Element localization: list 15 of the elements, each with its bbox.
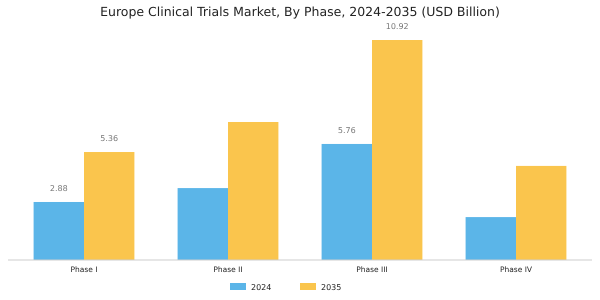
bar bbox=[34, 202, 84, 260]
bar bbox=[84, 152, 134, 260]
legend-label: 2035 bbox=[321, 283, 342, 292]
legend-label: 2024 bbox=[251, 283, 272, 292]
bar bbox=[466, 217, 516, 260]
bar bbox=[372, 40, 422, 260]
bar bbox=[516, 166, 566, 260]
data-label: 5.76 bbox=[338, 126, 356, 135]
data-label: 10.92 bbox=[386, 22, 409, 31]
chart-title: Europe Clinical Trials Market, By Phase, 2024-2035 (USD Billion) bbox=[100, 4, 500, 19]
data-label: 5.36 bbox=[100, 134, 118, 144]
bar bbox=[322, 144, 372, 260]
bar bbox=[178, 188, 228, 260]
bar bbox=[228, 122, 278, 260]
data-label: 2.88 bbox=[50, 184, 68, 193]
